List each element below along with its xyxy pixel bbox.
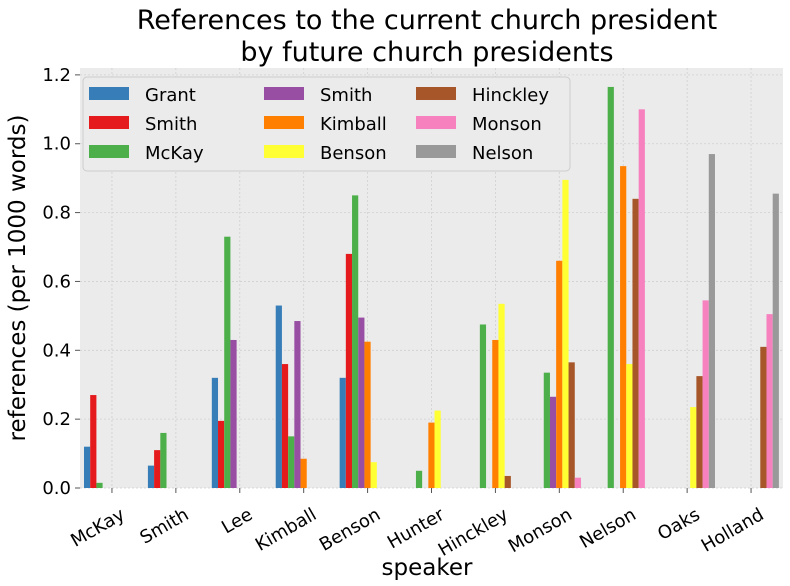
bar — [620, 166, 627, 489]
y-tick-label: 0.4 — [42, 340, 71, 361]
bar — [568, 362, 575, 488]
bar — [562, 179, 569, 488]
legend-label: Kimball — [320, 114, 387, 135]
bar — [498, 303, 505, 488]
bar — [281, 364, 289, 488]
legend-swatch — [89, 116, 129, 129]
x-tick-label: Kimball — [252, 504, 320, 556]
bar — [543, 372, 550, 488]
legend-label: Monson — [472, 114, 542, 135]
bar — [294, 321, 301, 488]
bar — [632, 198, 639, 488]
legend-swatch — [264, 87, 304, 100]
bar — [370, 462, 377, 488]
x-tick-label: Monson — [505, 504, 576, 557]
bar — [702, 300, 709, 488]
bar — [345, 253, 353, 488]
y-tick-label: 0.0 — [42, 478, 71, 499]
legend-swatch — [416, 145, 456, 158]
bar — [160, 432, 167, 488]
bar — [218, 420, 225, 488]
y-tick-label: 1.0 — [42, 134, 71, 155]
bar — [479, 324, 487, 488]
bar — [638, 109, 645, 489]
legend-label: Nelson — [472, 143, 533, 164]
x-tick-label: Smith — [136, 504, 192, 548]
legend-label: Smith — [320, 85, 372, 106]
x-tick-label: Benson — [316, 504, 384, 556]
legend-label: Hinckley — [472, 85, 549, 106]
x-axis-label: speaker — [382, 555, 473, 581]
bar — [574, 477, 581, 488]
bar — [352, 195, 359, 488]
bar — [690, 407, 697, 488]
bar — [708, 154, 715, 489]
y-tick-label: 0.8 — [42, 203, 71, 224]
bar — [364, 341, 371, 488]
x-tick-label: Holland — [698, 504, 768, 556]
bar — [275, 305, 282, 488]
y-tick-label: 0.2 — [42, 409, 71, 430]
bar — [288, 436, 295, 488]
bar — [96, 482, 103, 488]
bar — [90, 395, 97, 488]
bar — [428, 422, 435, 488]
bar — [230, 339, 237, 488]
bar — [211, 377, 219, 488]
y-axis-label: references (per 1000 words) — [5, 115, 31, 442]
legend-label: McKay — [145, 143, 204, 164]
bar — [556, 260, 563, 488]
x-tick-label: Nelson — [576, 504, 640, 553]
legend-swatch — [89, 145, 129, 158]
bar — [760, 346, 767, 488]
legend: Grant Smith McKay Smith Kimball Benson Hinckle… — [82, 76, 571, 172]
bar — [154, 450, 161, 488]
bar — [224, 236, 231, 488]
bar — [147, 465, 155, 488]
legend-swatch — [89, 87, 129, 100]
bars-group — [84, 86, 779, 489]
bar — [339, 377, 346, 488]
bar — [504, 475, 511, 488]
bar — [300, 458, 307, 488]
legend-label: Grant — [145, 85, 196, 106]
x-tick-label: Hinckley — [435, 504, 512, 561]
bar — [766, 314, 773, 488]
bar — [358, 317, 365, 488]
x-tick-label: Oaks — [654, 504, 703, 545]
bar — [434, 410, 441, 488]
bar — [415, 470, 423, 488]
legend-label: Benson — [320, 143, 387, 164]
legend-swatch — [264, 116, 304, 129]
y-tick-label: 1.2 — [42, 65, 71, 86]
y-axis-ticks: 0.0 0.2 0.4 0.6 0.8 1.0 1.2 — [42, 65, 80, 499]
x-tick-label: Lee — [218, 504, 256, 538]
bar — [84, 446, 91, 488]
legend-swatch — [416, 87, 456, 100]
y-tick-label: 0.6 — [42, 271, 71, 292]
legend-swatch — [264, 145, 304, 158]
bar — [549, 396, 557, 488]
x-tick-label: McKay — [67, 504, 129, 552]
bar — [626, 364, 633, 488]
chart-title-line-2: by future church presidents — [240, 37, 613, 68]
bar — [607, 86, 614, 489]
legend-swatch — [416, 116, 456, 129]
chart-title-line-1: References to the current church preside… — [137, 5, 718, 36]
bar — [772, 193, 779, 488]
bar — [696, 376, 703, 488]
legend-label: Smith — [145, 114, 197, 135]
bar — [492, 339, 499, 488]
